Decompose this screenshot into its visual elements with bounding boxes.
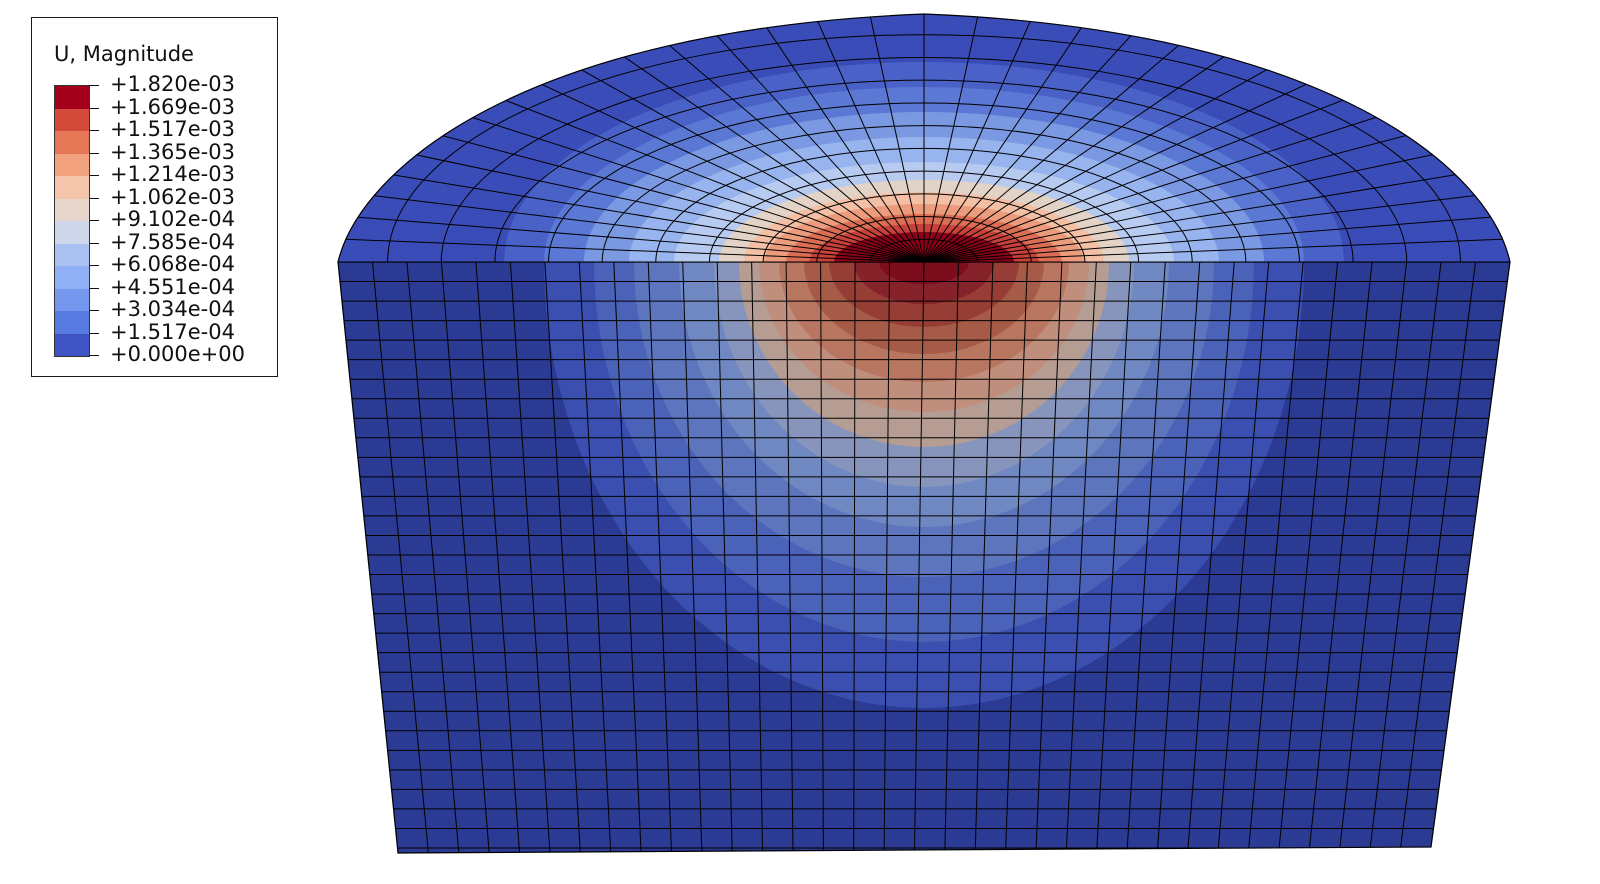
- legend-tick: [89, 107, 99, 109]
- legend-tick: [89, 220, 99, 221]
- legend-swatch: [55, 176, 89, 199]
- legend-swatch: [55, 243, 89, 266]
- legend-tick: [89, 310, 99, 311]
- legend-swatch: [55, 221, 89, 244]
- top-face-outline: [337, 13, 1511, 263]
- legend-panel: U, Magnitude +1.820e-03 +1.669e-03 +1.517e…: [31, 17, 278, 377]
- legend-tick: [89, 355, 99, 356]
- legend-label: +1.214e-03: [110, 162, 235, 186]
- legend-tick: [89, 85, 99, 86]
- legend-label: +1.517e-04: [110, 319, 235, 344]
- legend-label: +0.000e+00: [110, 342, 245, 366]
- legend-label: +3.034e-04: [110, 297, 235, 321]
- legend-label: +7.585e-04: [110, 229, 235, 254]
- legend-tick: [89, 152, 99, 154]
- legend-swatch: [55, 86, 89, 109]
- legend-tick: [89, 265, 99, 266]
- legend-tick: [89, 332, 99, 334]
- legend-label: +1.365e-03: [110, 139, 235, 164]
- model-side-face: [338, 262, 1510, 853]
- legend-label: +1.820e-03: [110, 72, 235, 96]
- legend-label: +9.102e-04: [110, 207, 235, 231]
- legend-color-bar: [54, 85, 90, 357]
- legend-label: +4.551e-04: [110, 274, 235, 299]
- legend-swatch: [55, 108, 89, 131]
- legend-label: +1.517e-03: [110, 117, 235, 141]
- legend-tick: [89, 242, 99, 244]
- legend-label: +1.669e-03: [110, 94, 235, 119]
- legend-swatch: [55, 333, 89, 356]
- legend-tick: [89, 287, 99, 289]
- legend-swatch: [55, 198, 89, 221]
- model-top-face: [338, 14, 1510, 262]
- legend-title: U, Magnitude: [54, 42, 194, 66]
- legend-swatch: [55, 131, 89, 154]
- legend-swatch: [55, 153, 89, 176]
- legend-label: +1.062e-03: [110, 184, 235, 209]
- legend-tick: [89, 197, 99, 199]
- legend-label: +6.068e-04: [110, 252, 235, 276]
- legend-swatch: [55, 266, 89, 289]
- legend-swatch: [55, 311, 89, 334]
- legend-tick: [89, 130, 99, 131]
- legend-swatch: [55, 288, 89, 311]
- legend-tick: [89, 175, 99, 176]
